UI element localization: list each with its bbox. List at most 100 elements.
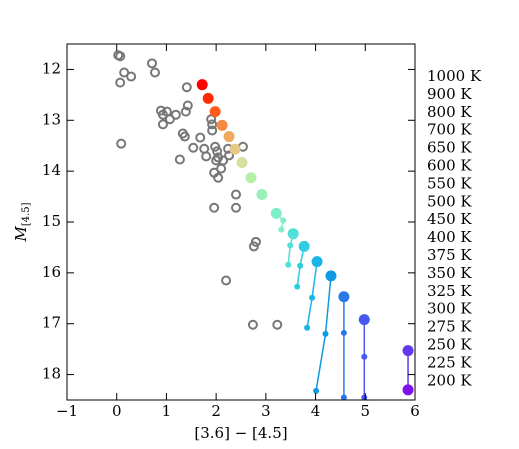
model-point bbox=[236, 156, 248, 168]
x-axis-label: [3.6] − [4.5] bbox=[194, 424, 287, 442]
observed-point bbox=[221, 275, 232, 286]
observed-point bbox=[115, 51, 126, 62]
model-point bbox=[202, 92, 214, 104]
model-point bbox=[245, 172, 257, 184]
observed-point bbox=[181, 82, 192, 93]
legend-label: 250 K bbox=[427, 336, 472, 354]
legend-label: 650 K bbox=[427, 139, 472, 157]
model-point bbox=[278, 226, 285, 233]
model-point bbox=[223, 131, 235, 143]
observed-point bbox=[272, 319, 283, 330]
x-tick-label: 2 bbox=[211, 402, 221, 420]
observed-point bbox=[231, 202, 242, 213]
legend-label: 400 K bbox=[427, 228, 472, 246]
model-point bbox=[304, 324, 311, 331]
model-point bbox=[297, 262, 304, 269]
legend-label: 325 K bbox=[427, 282, 472, 300]
model-point bbox=[287, 242, 294, 249]
legend-label: 225 K bbox=[427, 353, 472, 371]
x-tick-label: 4 bbox=[311, 402, 321, 420]
observed-point bbox=[115, 77, 126, 88]
observed-point bbox=[170, 109, 181, 120]
legend-label: 300 K bbox=[427, 300, 472, 318]
observed-point bbox=[231, 189, 242, 200]
model-point bbox=[358, 314, 370, 326]
observed-point bbox=[147, 58, 158, 69]
observed-point bbox=[157, 119, 168, 130]
model-point bbox=[340, 394, 347, 400]
legend-label: 900 K bbox=[427, 85, 472, 103]
observed-point bbox=[247, 319, 258, 330]
x-tick-label: 3 bbox=[261, 402, 271, 420]
y-tick-label: 16 bbox=[42, 263, 61, 281]
observed-point bbox=[218, 155, 229, 166]
model-point bbox=[209, 106, 221, 118]
y-axis-label: M[4.5] bbox=[12, 202, 32, 242]
observed-point bbox=[174, 154, 185, 165]
observed-point bbox=[213, 172, 224, 183]
model-point bbox=[322, 330, 329, 337]
legend-label: 700 K bbox=[427, 121, 472, 139]
observed-point bbox=[209, 202, 220, 213]
plot-layer bbox=[113, 50, 414, 400]
observed-point bbox=[182, 100, 193, 111]
observed-point bbox=[212, 146, 223, 157]
legend-label: 600 K bbox=[427, 157, 472, 175]
model-point bbox=[294, 283, 301, 290]
legend-label: 275 K bbox=[427, 318, 472, 336]
model-point bbox=[196, 79, 208, 91]
legend-label: 800 K bbox=[427, 103, 472, 121]
y-tick-label: 18 bbox=[42, 365, 61, 383]
model-point bbox=[340, 329, 347, 336]
observed-point bbox=[179, 131, 190, 142]
legend-label: 500 K bbox=[427, 192, 472, 210]
model-point bbox=[325, 270, 337, 282]
observed-point bbox=[195, 132, 206, 143]
observed-point bbox=[201, 151, 212, 162]
y-tick-label: 14 bbox=[42, 161, 61, 179]
y-tick-label: 17 bbox=[42, 314, 61, 332]
observed-point bbox=[248, 241, 259, 252]
legend-label: 200 K bbox=[427, 371, 472, 389]
x-tick-label: 0 bbox=[112, 402, 122, 420]
legend-label: 1000 K bbox=[427, 67, 482, 85]
legend-label: 450 K bbox=[427, 210, 472, 228]
observed-point bbox=[224, 150, 235, 161]
model-point bbox=[313, 387, 320, 394]
observed-point bbox=[207, 119, 218, 130]
model-point bbox=[311, 256, 323, 268]
y-label-main: M bbox=[12, 226, 30, 243]
legend-label: 375 K bbox=[427, 246, 472, 264]
model-point bbox=[298, 240, 310, 252]
x-tick-label: −1 bbox=[56, 402, 78, 420]
model-point bbox=[285, 261, 292, 268]
y-label-sub: [4.5] bbox=[21, 202, 32, 226]
model-point bbox=[256, 189, 268, 201]
observed-point bbox=[116, 138, 127, 149]
model-point bbox=[361, 353, 368, 360]
x-tick-label: 6 bbox=[410, 402, 420, 420]
observed-point bbox=[149, 67, 160, 78]
model-point bbox=[402, 345, 414, 357]
model-point bbox=[229, 143, 241, 155]
observed-point bbox=[188, 142, 199, 153]
model-point bbox=[280, 217, 287, 224]
observed-point bbox=[211, 155, 222, 166]
y-tick-label: 15 bbox=[42, 212, 61, 230]
observed-point bbox=[207, 125, 218, 136]
model-point bbox=[309, 294, 316, 301]
model-point bbox=[287, 228, 299, 240]
observed-point bbox=[180, 106, 191, 117]
legend-label: 550 K bbox=[427, 174, 472, 192]
model-point bbox=[216, 119, 228, 131]
observed-point bbox=[119, 67, 130, 78]
y-tick-label: 13 bbox=[42, 110, 61, 128]
y-tick-label: 12 bbox=[42, 59, 61, 77]
model-point bbox=[338, 291, 350, 303]
model-point bbox=[270, 207, 282, 219]
model-point bbox=[402, 384, 414, 396]
plot-area bbox=[67, 44, 415, 400]
x-tick-label: 5 bbox=[361, 402, 371, 420]
